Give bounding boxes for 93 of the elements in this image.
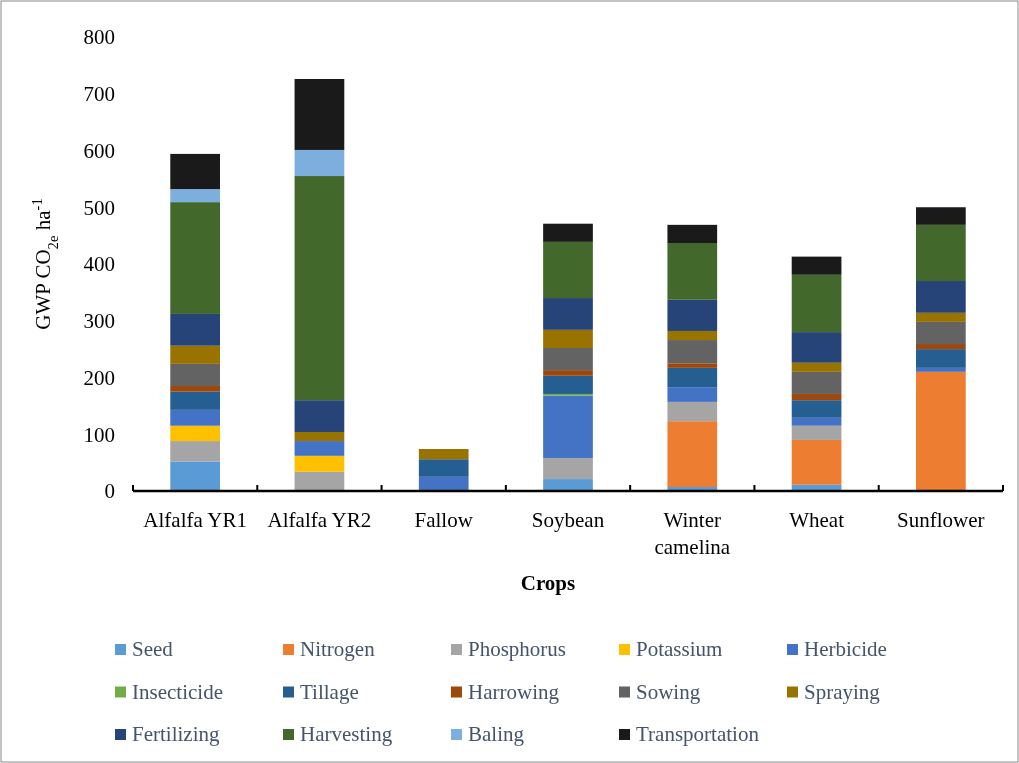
bar [418, 476, 469, 491]
bar [294, 455, 345, 472]
bar [170, 345, 220, 364]
bar [667, 387, 718, 402]
bar [170, 409, 220, 426]
bar [543, 458, 593, 480]
bar [543, 395, 593, 459]
bar [170, 386, 220, 392]
bar [916, 312, 966, 322]
bar [916, 224, 966, 282]
bar [294, 431, 345, 442]
bar [294, 149, 345, 177]
x-tick-label: Winter camelina [654, 508, 731, 559]
bar [791, 439, 842, 485]
legend-label: Baling [468, 722, 525, 746]
legend-label: Phosphorus [468, 637, 567, 661]
x-tick-label: Fallow [414, 508, 474, 532]
legend-label: Sowing [636, 679, 701, 704]
bar [667, 363, 718, 368]
bar [294, 79, 345, 150]
bar [791, 332, 842, 363]
y-tick-label: 200 [83, 365, 115, 390]
bar [543, 375, 593, 394]
x-axis-title: Crops [520, 571, 576, 595]
bar [170, 441, 220, 462]
bar [543, 223, 593, 242]
bar [791, 362, 842, 372]
y-tick-label: 800 [83, 25, 115, 50]
legend-label: Transportation [636, 722, 760, 746]
bar [294, 471, 345, 491]
bar [667, 243, 718, 300]
bar [916, 371, 966, 491]
bar [294, 176, 345, 401]
bar [170, 153, 220, 190]
bar [791, 274, 842, 333]
legend-label: Nitrogen [300, 637, 376, 661]
bar [170, 363, 220, 387]
bar [170, 313, 220, 346]
bar [916, 367, 966, 372]
x-tick-label: Alfalfa YR2 [267, 508, 372, 532]
bar [916, 349, 966, 368]
legend-label: Harrowing [468, 679, 560, 704]
y-tick-label: 700 [83, 82, 115, 107]
bar [667, 330, 718, 341]
bar [294, 400, 345, 432]
x-tick-label: Sunflower [897, 508, 985, 532]
x-tick-label: Wheat [789, 508, 845, 532]
legend-label: Potassium [636, 637, 723, 661]
bar [170, 202, 220, 314]
legend-label: Tillage [300, 679, 359, 704]
y-tick-label: 300 [83, 309, 115, 334]
bar [543, 479, 593, 491]
bar [791, 256, 842, 275]
bar [543, 241, 593, 299]
y-tick-label: 500 [83, 195, 115, 220]
bar [667, 367, 718, 388]
bar [916, 281, 966, 313]
bar [916, 344, 966, 350]
bar [791, 371, 842, 394]
bar [916, 321, 966, 345]
bar [543, 347, 593, 371]
bar [543, 298, 593, 330]
bar [170, 189, 220, 203]
bar [543, 329, 593, 348]
bar [418, 459, 469, 477]
bar [667, 340, 718, 364]
bar [667, 421, 718, 488]
bar [170, 391, 220, 410]
y-tick-label: 400 [83, 252, 115, 277]
legend-label: Seed [132, 637, 174, 661]
y-tick-label: 600 [83, 138, 115, 163]
bar [916, 207, 966, 225]
bar [791, 393, 842, 401]
x-tick-label: Soybean [531, 508, 605, 532]
bar [418, 449, 469, 460]
bar [791, 425, 842, 440]
bar [667, 299, 718, 331]
bar [667, 224, 718, 243]
bar [543, 370, 593, 376]
bar [170, 461, 220, 491]
legend-label: Spraying [804, 679, 881, 704]
bar [791, 417, 842, 426]
y-tick-label: 100 [83, 422, 115, 447]
legend-label: Insecticide [132, 679, 223, 704]
legend-label: Harvesting [300, 722, 393, 746]
bar [170, 425, 220, 442]
y-tick-label: 0 [104, 479, 115, 504]
legend-label: Fertilizing [132, 722, 220, 746]
bar [294, 441, 345, 456]
bar [667, 401, 718, 422]
x-tick-label: Alfalfa YR1 [143, 508, 247, 532]
bar [791, 400, 842, 418]
legend-label: Herbicide [804, 637, 887, 661]
